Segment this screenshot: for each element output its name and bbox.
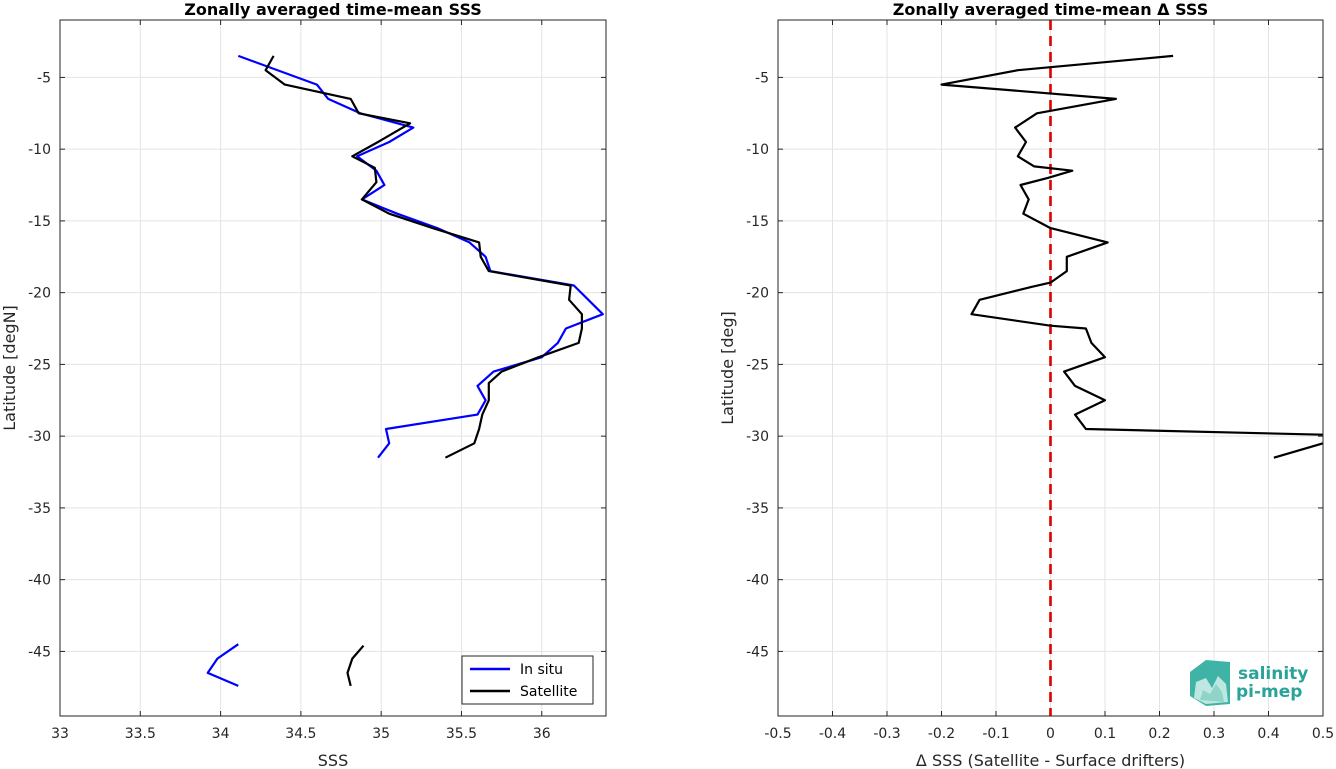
y-tick-label: -30 bbox=[746, 429, 769, 445]
x-tick-label: -0.1 bbox=[982, 726, 1009, 742]
y-tick-label: -35 bbox=[28, 501, 51, 517]
x-axis-label: Δ SSS (Satellite - Surface drifters) bbox=[916, 751, 1185, 769]
x-tick-label: 34.5 bbox=[285, 726, 316, 742]
salinity-pi-mep-logo: salinity pi-mep bbox=[1190, 660, 1308, 706]
y-tick-label: -45 bbox=[746, 644, 769, 660]
chart-title: Zonally averaged time-mean SSS bbox=[184, 0, 482, 19]
x-tick-label: 0.5 bbox=[1312, 726, 1334, 742]
y-tick-label: -5 bbox=[37, 70, 51, 86]
y-tick-label: -40 bbox=[746, 573, 769, 589]
x-axis-label: SSS bbox=[318, 751, 348, 769]
x-tick-label: 35.5 bbox=[446, 726, 477, 742]
y-axis-label: Latitude [degN] bbox=[0, 305, 19, 431]
axes-frame bbox=[777, 19, 1324, 717]
y-tick-label: -25 bbox=[746, 357, 769, 373]
x-tick-label: 34 bbox=[212, 726, 230, 742]
y-tick-label: -30 bbox=[28, 429, 51, 445]
in-situ-series-line bbox=[206, 643, 239, 687]
x-tick-label: 0.2 bbox=[1148, 726, 1170, 742]
y-tick-label: -35 bbox=[746, 501, 769, 517]
y-tick-label: -15 bbox=[28, 214, 51, 230]
y-axis-label: Latitude [deg] bbox=[718, 311, 737, 425]
y-tick-label: -10 bbox=[28, 142, 51, 158]
x-tick-label: 36 bbox=[533, 726, 551, 742]
y-tick-label: -20 bbox=[746, 286, 769, 302]
x-tick-label: -0.5 bbox=[764, 726, 791, 742]
right-chart: -0.5 -0.4 -0.3 -0.2 -0.1 0 0.1 0.2 0.3 0.4 0.5 -5 -1… bbox=[718, 0, 1334, 769]
y-tick-label: -25 bbox=[28, 357, 51, 373]
legend: In situ Satellite bbox=[461, 655, 594, 705]
logo-text-salinity: salinity bbox=[1238, 664, 1308, 684]
x-tick-label: -0.4 bbox=[819, 726, 846, 742]
satellite-series-line bbox=[346, 644, 365, 687]
left-chart: 33 33.5 34 34.5 35 35.5 36 -5 -10 -15 -20 -25 -30 -35… bbox=[0, 0, 607, 769]
y-tick-label: -45 bbox=[28, 644, 51, 660]
y-tick-label: -40 bbox=[28, 573, 51, 589]
plot-area bbox=[60, 20, 606, 716]
axes-frame bbox=[59, 19, 607, 717]
x-tick-label: 33.5 bbox=[125, 726, 156, 742]
in-situ-series-line bbox=[237, 54, 604, 459]
x-tick-label: 33 bbox=[51, 726, 69, 742]
y-tick-label: -5 bbox=[755, 70, 769, 86]
legend-label-in-situ: In situ bbox=[520, 662, 563, 678]
delta-sss-series-line bbox=[1273, 442, 1323, 459]
x-tick-label: -0.2 bbox=[928, 726, 955, 742]
x-tick-label: 0 bbox=[1046, 726, 1055, 742]
y-tick-label: -10 bbox=[746, 142, 769, 158]
y-tick-label: -15 bbox=[746, 214, 769, 230]
x-tick-label: 35 bbox=[372, 726, 390, 742]
satellite-series-line bbox=[264, 55, 584, 459]
legend-box bbox=[461, 655, 594, 705]
x-tick-label: 0.4 bbox=[1257, 726, 1279, 742]
logo-text-pi-mep: pi-mep bbox=[1236, 682, 1302, 702]
delta-sss-series-line bbox=[940, 54, 1323, 436]
x-tick-label: -0.3 bbox=[873, 726, 900, 742]
x-tick-label: 0.3 bbox=[1203, 726, 1225, 742]
y-tick-label: -20 bbox=[28, 286, 51, 302]
legend-label-satellite: Satellite bbox=[520, 684, 577, 700]
x-tick-label: 0.1 bbox=[1094, 726, 1116, 742]
chart-title: Zonally averaged time-mean Δ SSS bbox=[893, 0, 1209, 19]
